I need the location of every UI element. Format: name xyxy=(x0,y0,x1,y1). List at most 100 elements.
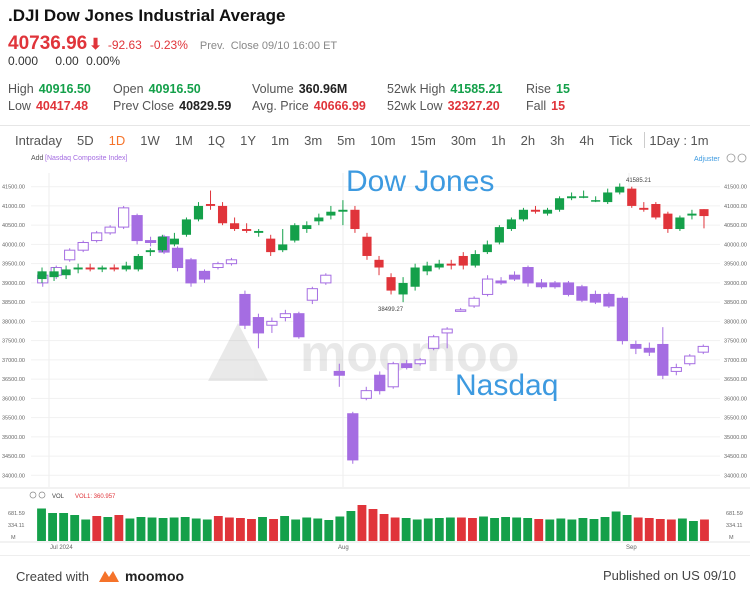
dow-candle xyxy=(266,238,276,253)
volume-bar xyxy=(655,519,665,541)
tab-tick[interactable]: Tick xyxy=(609,132,633,148)
volume-bar xyxy=(247,519,256,541)
zoom-in-icon[interactable] xyxy=(726,153,736,163)
settings-icon[interactable] xyxy=(29,491,37,499)
y-tick-label-left: 35500.00 xyxy=(2,416,25,422)
tab-intraday[interactable]: Intraday xyxy=(15,132,62,148)
volume-bar xyxy=(423,518,433,541)
moomoo-logo-icon xyxy=(98,571,119,582)
nasdaq-candle xyxy=(454,309,467,312)
nasdaq-candle xyxy=(252,317,265,334)
volume-bar xyxy=(490,518,499,541)
volume-bar xyxy=(567,519,577,541)
tab-15min[interactable]: 15m xyxy=(410,132,436,148)
volume-bar xyxy=(136,517,146,541)
dow-candle xyxy=(398,282,408,295)
dow-candle xyxy=(554,198,565,210)
price-chart[interactable]: Add [Nasdaq Composite Index] Adjuster mo… xyxy=(0,153,750,555)
price-row: 40736.96 ⬇ -92.63 -0.23% Prev. Close 09/… xyxy=(8,33,337,54)
nasdaq-candle xyxy=(562,282,575,295)
volume-bar xyxy=(700,519,709,541)
wk52-high-label: 52wk High xyxy=(387,82,446,96)
y-axis-ticks: 34000.00 34000.00 34500.00 34500.00 35000.00… xyxy=(2,185,747,480)
dow-candle xyxy=(675,217,685,230)
volume-bar xyxy=(611,511,621,541)
tab-1h[interactable]: 1h xyxy=(491,132,506,148)
tab-3h[interactable]: 3h xyxy=(550,132,565,148)
open-label: Open xyxy=(113,82,144,96)
dow-candle xyxy=(603,192,613,203)
dow-candle xyxy=(49,271,59,278)
tab-5d[interactable]: 5D xyxy=(76,132,94,148)
tab-5min[interactable]: 5m xyxy=(337,132,356,148)
nasdaq-candle xyxy=(266,320,278,326)
nasdaq-candle xyxy=(684,355,696,365)
vol-tick-mid-right: 334.11 xyxy=(726,523,742,529)
compare-series-tag[interactable]: [Nasdaq Composite Index] xyxy=(45,155,128,162)
zoom-out-icon[interactable] xyxy=(737,153,747,163)
y-tick-label-right: 34500.00 xyxy=(724,454,747,460)
tab-1m[interactable]: 1M xyxy=(174,132,193,148)
tab-1d[interactable]: 1D xyxy=(108,132,126,148)
vol-tick-unit: M xyxy=(11,535,16,541)
tab-4h[interactable]: 4h xyxy=(579,132,594,148)
vol-tick-unit-right: M xyxy=(729,535,734,541)
adjuster-button[interactable]: Adjuster xyxy=(694,156,720,163)
tab-1y[interactable]: 1Y xyxy=(240,132,257,148)
volume-bar xyxy=(158,518,168,541)
tab-10min[interactable]: 10m xyxy=(370,132,396,148)
dow-candle xyxy=(254,230,264,233)
dow-candle xyxy=(362,236,372,256)
tab-1min[interactable]: 1m xyxy=(271,132,290,148)
volume-bar xyxy=(468,518,477,541)
tab-divider xyxy=(644,132,646,148)
y-tick-label-left: 41500.00 xyxy=(2,185,25,191)
volume-bar xyxy=(269,519,278,541)
tab-3min[interactable]: 3m xyxy=(304,132,323,148)
y-tick-label-right: 37500.00 xyxy=(724,339,747,345)
y-tick-label-right: 40500.00 xyxy=(724,223,747,229)
stats-col-2: Open 40916.50 Prev Close 40829.59 xyxy=(113,82,231,113)
add-compare-button[interactable]: Add xyxy=(31,155,44,162)
tab-1w[interactable]: 1W xyxy=(140,132,160,148)
volume-bar xyxy=(545,519,555,541)
nasdaq-candle xyxy=(374,374,386,392)
tab-2h[interactable]: 2h xyxy=(520,132,536,148)
dow-jones-annotation: Dow Jones xyxy=(346,165,494,198)
eye-icon[interactable] xyxy=(38,491,46,499)
volume-bar xyxy=(302,517,312,541)
volume-bar xyxy=(600,517,610,541)
dow-candle xyxy=(386,277,396,291)
ext-change: 0.00 xyxy=(55,54,79,68)
dow-candle xyxy=(242,229,252,231)
volume-bar xyxy=(81,519,91,541)
tab-1q[interactable]: 1Q xyxy=(207,132,226,148)
nasdaq-candle xyxy=(414,359,426,365)
volume-value: 360.96M xyxy=(298,82,348,96)
volume-bar xyxy=(666,519,676,541)
dow-candle xyxy=(314,217,324,222)
volume-bar xyxy=(37,508,46,541)
avg-price-label: Avg. Price xyxy=(252,99,309,113)
nasdaq-candle xyxy=(293,313,305,338)
dow-candle xyxy=(145,250,155,253)
volume-bar xyxy=(224,517,234,541)
y-tick-label-right: 41500.00 xyxy=(724,185,747,191)
tab-30min[interactable]: 30m xyxy=(450,132,477,148)
tab-1day-1m[interactable]: 1Day : 1m xyxy=(649,132,709,148)
timeframe-tabs: Intraday 5D 1D 1W 1M 1Q 1Y 1m 3m 5m 10m … xyxy=(0,125,750,155)
volume-bar xyxy=(169,517,179,541)
volume-bar xyxy=(456,517,466,541)
nasdaq-candle xyxy=(670,367,682,372)
dow-candle xyxy=(121,265,131,270)
nasdaq-candle xyxy=(387,363,399,388)
dow-candle xyxy=(518,209,529,220)
dow-candle xyxy=(579,196,589,198)
nasdaq-candle xyxy=(239,293,251,326)
y-tick-label-left: 40500.00 xyxy=(2,223,25,229)
nasdaq-candle xyxy=(320,274,332,284)
y-tick-label-right: 38500.00 xyxy=(724,300,747,306)
volume-bar xyxy=(346,511,356,541)
ext-price: 0.000 xyxy=(8,54,39,68)
dow-candle xyxy=(157,236,167,251)
